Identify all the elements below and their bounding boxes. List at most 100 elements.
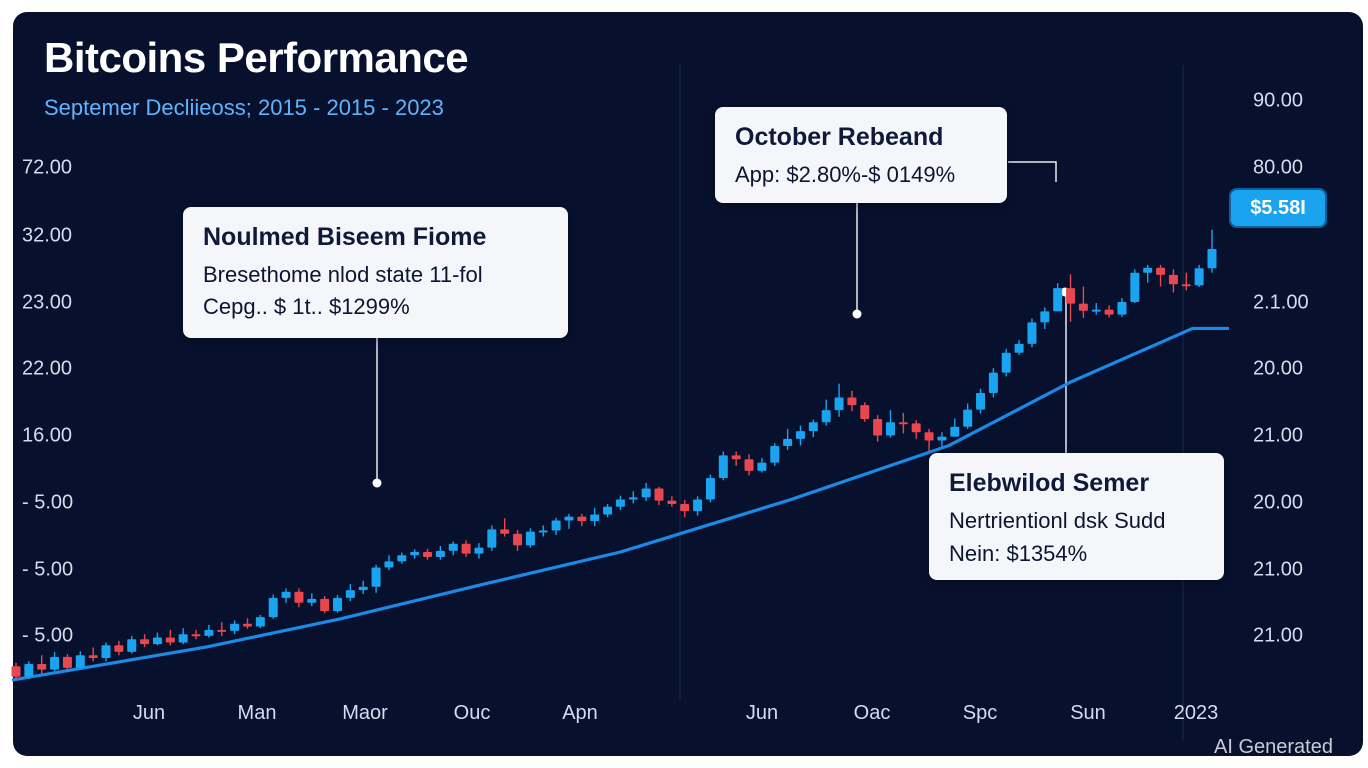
callout-top: October Rebeand App: $2.80%-$ 0149% <box>715 107 1007 203</box>
candle-body <box>1066 288 1076 304</box>
candle-body <box>744 459 754 471</box>
x-tick: Jun <box>132 702 166 724</box>
x-tick: Man <box>237 702 277 724</box>
candle-body <box>204 629 214 636</box>
candle-body <box>1130 272 1140 302</box>
candle-body <box>988 372 998 394</box>
candle-body <box>551 520 561 531</box>
y-tick-left: 22.00 <box>22 357 73 380</box>
candle-body <box>1014 343 1024 353</box>
candle-body <box>667 500 677 504</box>
candle-body <box>860 405 870 419</box>
candle-body <box>101 645 111 658</box>
candle-body <box>217 629 227 632</box>
candle-body <box>718 455 728 479</box>
candle-body <box>1117 301 1127 315</box>
candle-body <box>333 597 343 612</box>
candle-body <box>230 623 240 631</box>
candle-body <box>448 543 458 551</box>
callout-right: Elebwilod Semer Nertrientionl dsk Sudd N… <box>929 453 1224 580</box>
x-tick: Ouc <box>453 702 491 724</box>
y-tick-left: 32.00 <box>22 224 73 247</box>
candle-body <box>641 488 651 498</box>
y-tick-right: 20.00 <box>1253 357 1304 380</box>
ai-generated-watermark: AI Generated <box>1214 736 1333 758</box>
candle-body <box>821 410 831 423</box>
candle-body <box>770 446 780 463</box>
callout-right-line-2: Nein: $1354% <box>949 541 1088 566</box>
callout-top-title: October Rebeand <box>735 123 944 151</box>
current-price-tag: $5.58I <box>1229 188 1327 228</box>
candle-body <box>242 623 252 627</box>
candle-body <box>1040 311 1050 323</box>
candle-body <box>461 543 471 554</box>
candle-body <box>577 516 587 522</box>
x-tick: Jun <box>745 702 779 724</box>
candle-body <box>1207 248 1217 269</box>
candle-body <box>345 590 355 598</box>
y-tick-right: 20.00 <box>1253 491 1304 514</box>
x-tick: Oac <box>853 702 891 724</box>
candle-body <box>474 547 484 554</box>
candle-body <box>140 639 150 645</box>
candle-body <box>808 422 818 432</box>
candle-body <box>255 617 265 627</box>
candle-body <box>1104 309 1114 315</box>
candle-body <box>513 533 523 546</box>
candle-body <box>62 656 72 668</box>
candle-body <box>191 634 201 637</box>
candle-body <box>795 431 805 439</box>
candle-body <box>1053 288 1063 312</box>
y-tick-left: - 5.00 <box>22 624 74 647</box>
candle-body <box>1091 309 1101 312</box>
candle-body <box>603 506 613 515</box>
callout-left-title: Noulmed Biseem Fiome <box>203 223 487 251</box>
callout-right-line-1: Nertrientionl dsk Sudd <box>949 508 1166 533</box>
candle-body <box>911 423 921 433</box>
candle-body <box>834 397 844 411</box>
candle-body <box>1143 267 1153 273</box>
y-tick-right: 90.00 <box>1253 89 1304 112</box>
y-tick-left: - 5.00 <box>22 558 74 581</box>
candle-body <box>847 397 857 406</box>
trend-line <box>11 326 1229 682</box>
candle-body <box>24 664 34 677</box>
candle-body <box>950 426 960 437</box>
candle-body <box>976 393 986 410</box>
callout-left-line-1: Bresethome nlod state 11-fol <box>203 262 483 287</box>
candle-body <box>963 409 973 427</box>
candle-body <box>152 637 162 645</box>
candle-body <box>525 531 535 546</box>
x-tick: Maor <box>342 702 388 724</box>
candle-body <box>615 499 625 507</box>
candle-body <box>680 503 690 512</box>
candle-body <box>538 530 548 533</box>
candle-body <box>1001 352 1011 373</box>
candle-body <box>37 664 47 670</box>
candle-body <box>1181 284 1191 287</box>
candle-body <box>371 567 381 587</box>
candle-body <box>358 586 368 591</box>
candle-body <box>397 555 407 562</box>
chart-panel: Bitcoins Performance Septemer Decliieoss… <box>13 12 1363 756</box>
candle-body <box>410 552 420 556</box>
candle-body <box>873 418 883 436</box>
candle-body <box>487 529 497 548</box>
candle-body <box>178 634 188 643</box>
candle-body <box>654 488 664 501</box>
candle-body <box>127 639 137 652</box>
candle-body <box>590 514 600 522</box>
callout-anchor-dot <box>852 309 862 319</box>
candle-body <box>11 666 21 677</box>
callout-left-line-2: Cepg.. $ 1t.. $1299% <box>203 294 410 319</box>
candle-body <box>268 597 278 618</box>
callout-left: Noulmed Biseem Fiome Bresethome nlod sta… <box>183 207 568 338</box>
candle-body <box>628 497 638 500</box>
candle-body <box>937 436 947 441</box>
candle-body <box>281 591 291 598</box>
candle-body <box>731 455 741 460</box>
candle-body <box>165 637 175 643</box>
y-tick-left: 23.00 <box>22 291 73 314</box>
candle-body <box>1194 268 1204 286</box>
